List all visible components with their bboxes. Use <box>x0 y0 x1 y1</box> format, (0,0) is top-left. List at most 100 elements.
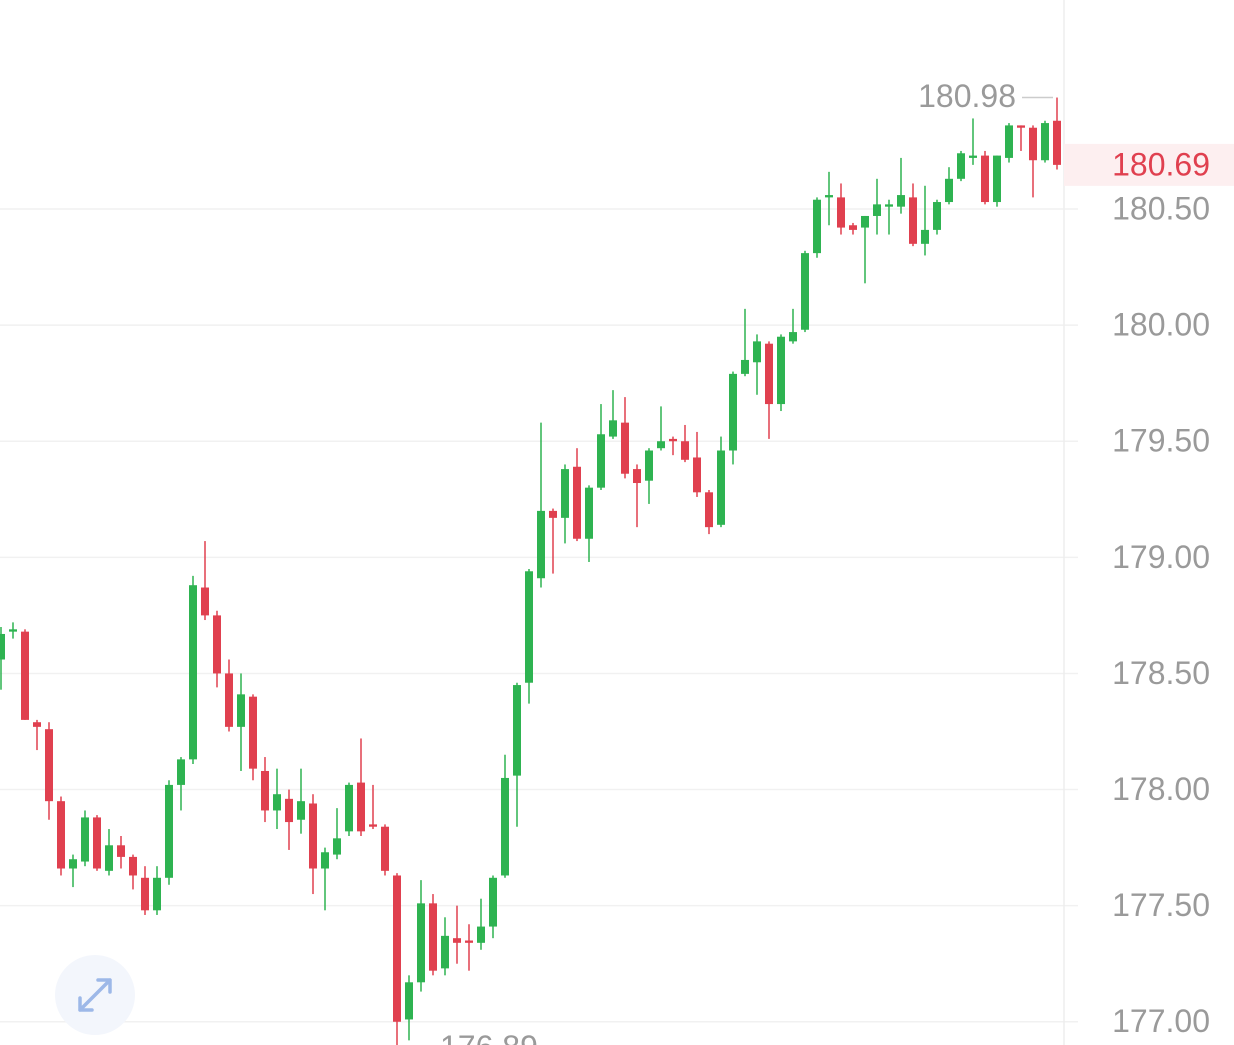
candle-body <box>981 155 989 203</box>
candle-body <box>549 510 557 518</box>
y-tick-label: 180.50 <box>1112 190 1210 226</box>
candle-body <box>357 782 365 832</box>
min-label: 176.89 <box>440 1029 538 1045</box>
candle-body <box>81 817 89 862</box>
candle-body <box>21 631 29 720</box>
candle-body <box>657 441 665 449</box>
candle-body <box>453 938 461 943</box>
candle-body <box>849 225 857 230</box>
candle-body <box>405 982 413 1020</box>
candle-body <box>477 926 485 943</box>
candle-body <box>705 492 713 528</box>
candle-body <box>837 197 845 228</box>
candle-body <box>717 450 725 525</box>
candle-body <box>129 856 137 876</box>
labels: 180.50 180.00 179.50 179.00 178.50 178.00 177.… <box>440 78 1234 1045</box>
candle-body <box>369 824 377 827</box>
candle-body <box>1005 125 1013 158</box>
candle-body <box>945 178 953 203</box>
candle-body <box>669 438 677 442</box>
candle-body <box>69 859 77 869</box>
expand-icon[interactable] <box>78 978 112 1012</box>
candle-body <box>957 153 965 179</box>
candle-body <box>57 801 65 869</box>
candle-body <box>921 229 929 244</box>
candle-body <box>381 826 389 871</box>
candle-body <box>645 450 653 481</box>
candle-body <box>801 253 809 330</box>
candle-body <box>597 434 605 488</box>
y-tick-label: 177.00 <box>1112 1003 1210 1039</box>
candle-body <box>585 487 593 539</box>
y-tick-label: 179.50 <box>1112 423 1210 459</box>
candle-body <box>429 903 437 971</box>
candle-body <box>969 155 977 158</box>
candle-body <box>825 195 833 198</box>
candle-body <box>897 195 905 207</box>
candle-body <box>45 729 53 802</box>
candle-body <box>873 204 881 216</box>
candle-body <box>393 875 401 1022</box>
candle-body <box>777 336 785 405</box>
candle-body <box>621 422 629 474</box>
candle-body <box>0 633 5 660</box>
candle-body <box>165 784 173 878</box>
y-tick-label: 179.00 <box>1112 539 1210 575</box>
max-label: 180.98 <box>918 78 1016 114</box>
candle-body <box>9 629 17 632</box>
y-tick-label: 180.00 <box>1112 307 1210 343</box>
candle-body <box>321 852 329 869</box>
candle-body <box>285 798 293 823</box>
y-tick-label: 177.50 <box>1112 887 1210 923</box>
candle-body <box>765 343 773 405</box>
candle-body <box>513 685 521 776</box>
y-tick-label: 178.50 <box>1112 655 1210 691</box>
candle-body <box>225 673 233 727</box>
candle-body <box>465 940 473 943</box>
candle-body <box>933 202 941 230</box>
candle-body <box>501 777 509 876</box>
candle-body <box>525 571 533 683</box>
candle-body <box>885 204 893 207</box>
candle-body <box>537 510 545 579</box>
last-price-label: 180.69 <box>1112 146 1210 182</box>
candle-body <box>1041 123 1049 161</box>
candle-body <box>861 215 869 228</box>
candle-body <box>297 801 305 820</box>
candle-body <box>33 722 41 727</box>
candle-body <box>729 373 737 451</box>
candle-body <box>1029 127 1037 161</box>
candle-body <box>1053 120 1061 165</box>
candle-body <box>633 469 641 484</box>
candle-body <box>201 587 209 616</box>
expand-button[interactable] <box>55 955 135 1035</box>
candle-body <box>573 466 581 539</box>
candle-body <box>117 845 125 857</box>
last-price-band <box>1064 143 1234 186</box>
candle-body <box>177 759 185 785</box>
candle-body <box>489 877 497 927</box>
candle-body <box>309 803 317 869</box>
y-tick-label: 178.00 <box>1112 771 1210 807</box>
candles <box>0 97 1061 1045</box>
candle-body <box>237 694 245 727</box>
candle-body <box>909 197 917 244</box>
candle-body <box>693 457 701 493</box>
candle-body <box>273 794 281 811</box>
candle-body <box>333 838 341 855</box>
candle-body <box>141 877 149 911</box>
candle-body <box>789 332 797 342</box>
candle-body <box>993 155 1001 203</box>
candle-body <box>249 696 257 769</box>
grid <box>0 208 1078 1023</box>
candle-body <box>1017 125 1025 128</box>
candle-body <box>213 615 221 674</box>
candle-body <box>753 341 761 363</box>
candle-body <box>261 770 269 811</box>
candle-body <box>417 903 425 983</box>
candle-body <box>105 845 113 871</box>
candle-body <box>441 935 449 969</box>
